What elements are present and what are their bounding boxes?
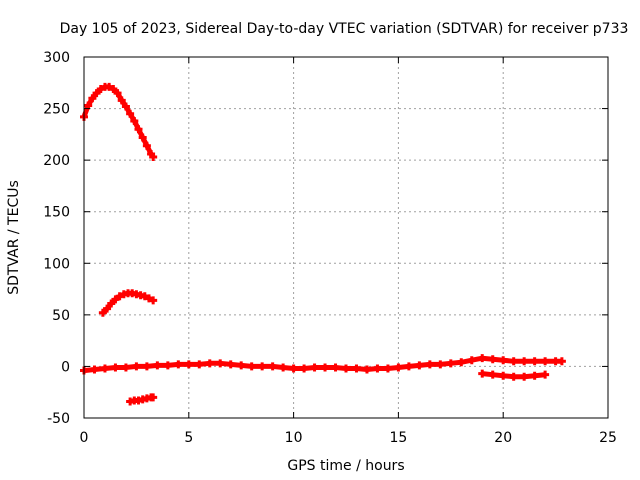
y-tick-label: 200 xyxy=(43,153,70,169)
x-tick-label: 5 xyxy=(184,430,193,446)
y-axis-label: SDTVAR / TECUs xyxy=(6,180,22,295)
series-baseline-lower xyxy=(478,369,550,381)
x-tick-label: 15 xyxy=(389,430,407,446)
series-arc-high xyxy=(80,82,158,162)
series-baseline xyxy=(80,354,566,375)
chart-title: Day 105 of 2023, Sidereal Day-to-day VTE… xyxy=(60,21,629,37)
y-tick-label: -50 xyxy=(47,411,70,427)
series-trail xyxy=(481,371,546,380)
series-arc-low xyxy=(126,393,158,406)
x-tick-label: 20 xyxy=(494,430,512,446)
y-tick-label: 300 xyxy=(43,50,70,66)
x-tick-label: 10 xyxy=(285,430,303,446)
series-arc-mid xyxy=(98,289,158,317)
y-tick-label: 100 xyxy=(43,256,70,272)
series-trail xyxy=(83,355,562,374)
x-tick-label: 0 xyxy=(80,430,89,446)
x-axis-label: GPS time / hours xyxy=(287,458,404,474)
x-tick-label: 25 xyxy=(599,430,617,446)
series-trail xyxy=(81,84,156,159)
y-tick-label: 0 xyxy=(61,359,70,375)
series-trail xyxy=(101,290,155,315)
y-tick-label: 50 xyxy=(52,308,70,324)
axis-ticks xyxy=(83,56,609,419)
data-points xyxy=(80,82,566,406)
y-tick-label: 150 xyxy=(43,205,70,221)
y-tick-label: 250 xyxy=(43,102,70,118)
plot-frame xyxy=(83,56,609,419)
tick-labels: 0 5 10 15 20 25 -50 0 50 100 150 200 250 300 xyxy=(43,50,617,446)
series-trail xyxy=(129,394,154,404)
